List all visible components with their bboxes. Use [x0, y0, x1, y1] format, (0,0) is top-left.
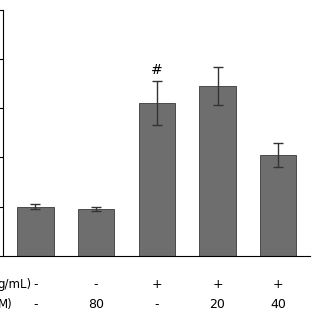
Bar [78, 209, 114, 256]
Text: +: + [151, 278, 162, 291]
Bar [17, 207, 53, 256]
Text: 20: 20 [210, 298, 226, 311]
Text: +: + [273, 278, 284, 291]
Text: -: - [155, 298, 159, 311]
Text: 40: 40 [270, 298, 286, 311]
Text: +: + [212, 278, 223, 291]
Text: -: - [33, 298, 38, 311]
Text: -: - [33, 278, 38, 291]
Bar [139, 103, 175, 256]
Text: -: - [94, 278, 98, 291]
Text: 80: 80 [88, 298, 104, 311]
Text: #: # [151, 63, 163, 77]
Text: M): M) [0, 298, 12, 311]
Bar [199, 86, 236, 256]
Bar [260, 155, 296, 256]
Text: g/mL): g/mL) [0, 278, 32, 291]
